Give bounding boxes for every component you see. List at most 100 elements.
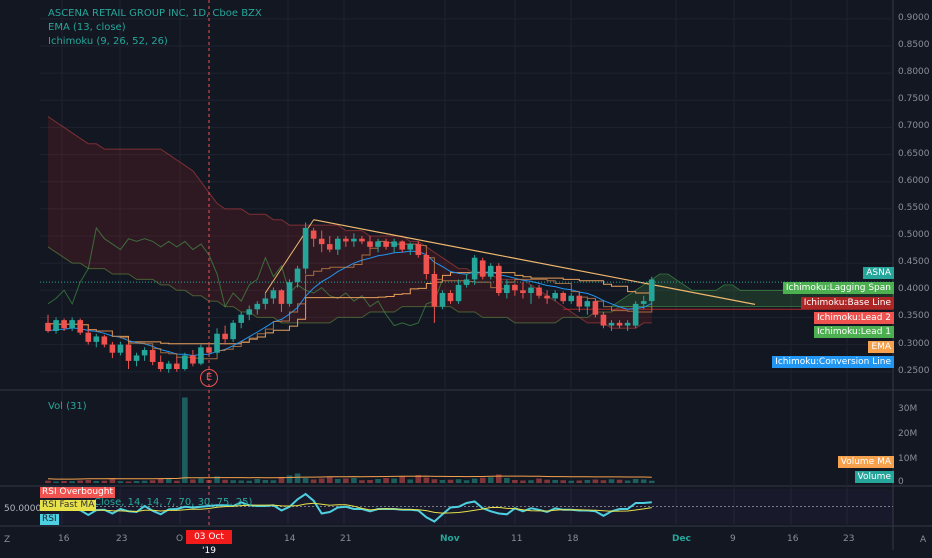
- volume-bar: [592, 479, 599, 483]
- volume-bar: [343, 478, 349, 483]
- volume-bar: [568, 480, 575, 483]
- volume-bar: [133, 480, 140, 483]
- candle: [616, 322, 623, 326]
- candle: [367, 241, 373, 247]
- trendline: [313, 219, 756, 305]
- volume-bar: [351, 477, 357, 483]
- volume-bar: [399, 475, 405, 483]
- conversion-line: [48, 240, 653, 360]
- symbol-title: ASCENA RETAIL GROUP INC, 1D, Cboe BZX: [48, 8, 262, 19]
- volume-bar: [310, 479, 317, 483]
- candle: [423, 255, 430, 274]
- candle: [278, 290, 285, 304]
- candle: [504, 284, 510, 293]
- volume-tag: Volume: [854, 471, 894, 483]
- volume-bar: [230, 480, 236, 483]
- price-axis-tick: 0.2500: [898, 365, 930, 376]
- price-axis-tick: 0.6500: [898, 148, 930, 159]
- date-tick: 23: [843, 534, 855, 544]
- volume-bar: [278, 476, 285, 483]
- candle: [431, 274, 438, 307]
- volume-bar: [624, 480, 631, 483]
- candle: [157, 361, 164, 369]
- candle: [479, 260, 486, 277]
- volume-bar: [455, 479, 462, 483]
- volume-bar: [157, 478, 164, 483]
- volume-bar: [190, 479, 196, 483]
- volume-bar: [439, 479, 446, 483]
- base-line-tag: Ichimoku:Base Line: [800, 297, 894, 309]
- volume-legend[interactable]: Vol (31): [48, 401, 87, 412]
- z-icon[interactable]: Z: [4, 535, 11, 545]
- volume-bar: [471, 478, 478, 483]
- price-axis-tick: 0.3000: [898, 338, 930, 349]
- candle: [351, 238, 357, 242]
- volume-bar: [262, 479, 269, 483]
- candle: [648, 279, 655, 302]
- volume-bar: [53, 481, 59, 483]
- candle: [117, 344, 124, 353]
- candle: [109, 344, 116, 353]
- volume-bar: [45, 480, 51, 483]
- volume-bar: [648, 480, 655, 483]
- date-tick: 16: [58, 534, 70, 544]
- candle: [407, 244, 414, 250]
- volume-bar: [512, 479, 518, 483]
- volume-bar: [149, 480, 156, 483]
- rsi-params: Close, 14, 14, 7, 70, 30, 75, 25): [94, 497, 253, 508]
- candle: [608, 322, 615, 326]
- earnings-marker[interactable]: E: [200, 369, 218, 387]
- volume-axis-tick: 10M: [898, 454, 918, 464]
- candle: [536, 287, 542, 296]
- candle: [560, 293, 566, 302]
- candle: [310, 230, 317, 239]
- candle: [383, 241, 389, 247]
- candle: [359, 238, 365, 242]
- volume-bar: [77, 480, 83, 483]
- ichimoku-legend[interactable]: Ichimoku (9, 26, 52, 26): [48, 36, 168, 47]
- candle: [182, 355, 188, 369]
- volume-bar: [447, 479, 454, 483]
- price-axis-tick: 0.5000: [898, 230, 930, 240]
- volume-bar: [504, 477, 510, 483]
- volume-bar: [302, 477, 309, 483]
- volume-bar: [640, 479, 647, 483]
- volume-bar: [141, 480, 148, 483]
- candle: [262, 298, 269, 304]
- ema-legend[interactable]: EMA (13, close): [48, 22, 126, 33]
- rsi-fast-ma-tag: RSI Fast MA: [40, 500, 97, 511]
- volume-bar: [198, 478, 204, 483]
- volume-bar: [246, 480, 253, 483]
- volume-bar: [415, 474, 422, 483]
- candle: [69, 320, 75, 329]
- volume-bar: [632, 478, 639, 483]
- date-tick: 14: [284, 534, 296, 544]
- volume-bar: [375, 478, 381, 483]
- rsi-band: [40, 489, 893, 524]
- auto-scale-icon[interactable]: A: [920, 535, 927, 545]
- rsi-overbought-tag: RSI Overbought: [40, 487, 115, 498]
- candle: [463, 279, 470, 285]
- volume-bar: [479, 477, 486, 483]
- volume-bar: [520, 480, 526, 483]
- candle: [399, 241, 405, 250]
- candle: [125, 344, 132, 361]
- volume-bar: [431, 479, 438, 483]
- volume-bar: [61, 480, 67, 483]
- volume-bar: [584, 479, 591, 483]
- candle: [375, 241, 381, 247]
- volume-bar: [182, 397, 188, 483]
- lead2-tag: Ichimoku:Lead 2: [814, 312, 894, 324]
- candle: [576, 295, 583, 307]
- candle: [512, 284, 518, 291]
- candle: [471, 257, 478, 280]
- volume-bar: [391, 478, 397, 483]
- volume-bar: [536, 478, 542, 483]
- volume-bar: [544, 479, 550, 483]
- candle: [455, 284, 462, 302]
- candle: [165, 363, 172, 369]
- volume-bar: [222, 479, 228, 483]
- volume-bar: [254, 478, 261, 483]
